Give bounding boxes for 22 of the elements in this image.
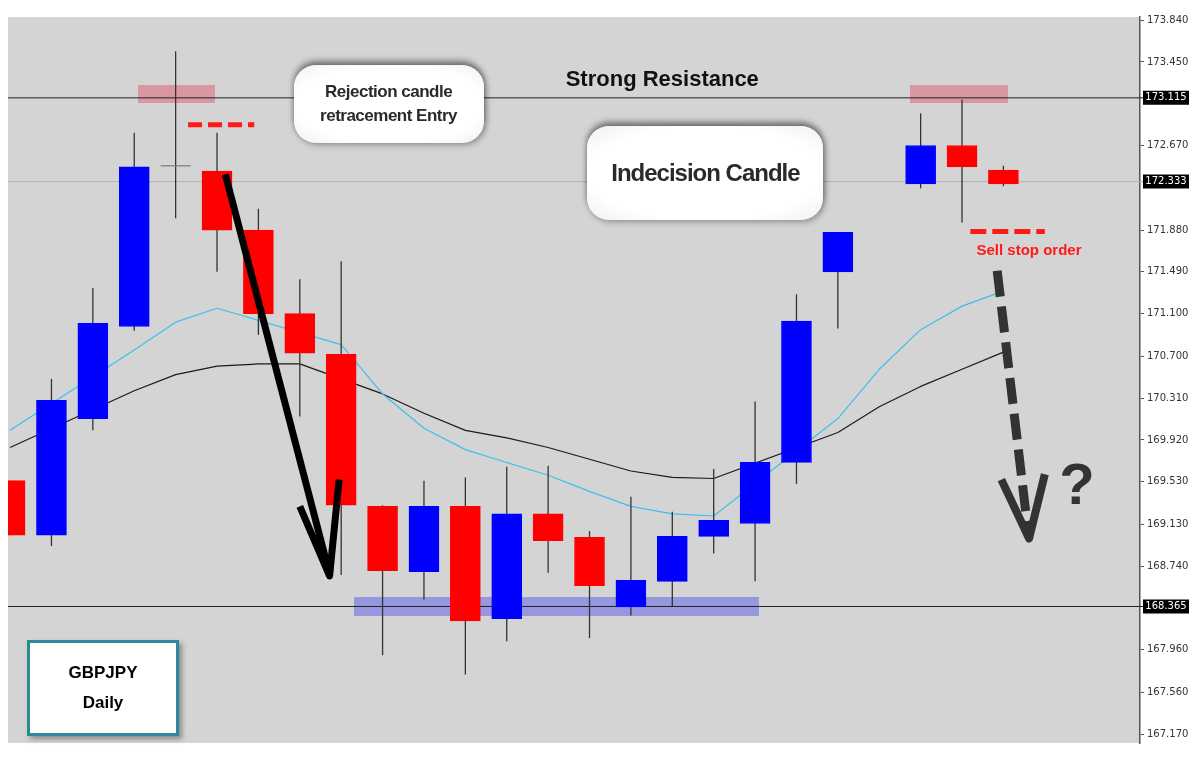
y-tick-label: 169.530 bbox=[1147, 475, 1189, 487]
ref-line-label: 173.115 bbox=[1145, 91, 1187, 103]
y-tick-label: 170.700 bbox=[1147, 350, 1189, 362]
y-tick-label: 169.130 bbox=[1147, 518, 1189, 530]
y-tick-label: 170.310 bbox=[1147, 391, 1189, 403]
ref-line-label: 172.333 bbox=[1145, 175, 1187, 187]
y-tick-label: 173.840 bbox=[1147, 13, 1189, 25]
y-tick-label: 167.960 bbox=[1147, 643, 1189, 655]
y-tick-label: 171.880 bbox=[1147, 223, 1189, 235]
y-tick-label: 168.740 bbox=[1147, 559, 1189, 571]
ref-line-label: 168.365 bbox=[1145, 600, 1187, 612]
y-tick-label: 167.170 bbox=[1147, 728, 1189, 740]
y-tick-label: 173.450 bbox=[1147, 55, 1189, 67]
annotation: Strong Resistance bbox=[564, 65, 760, 92]
y-tick-label: 169.920 bbox=[1147, 433, 1189, 445]
y-tick-label: 172.670 bbox=[1147, 139, 1189, 151]
annotation: Sell stop order bbox=[976, 240, 1082, 258]
y-tick-label: 171.490 bbox=[1147, 265, 1189, 277]
text: ? bbox=[1059, 450, 1095, 516]
y-tick-label: 167.560 bbox=[1147, 686, 1189, 698]
y-tick-label: 171.100 bbox=[1147, 307, 1189, 319]
candlestick bbox=[159, 50, 192, 219]
